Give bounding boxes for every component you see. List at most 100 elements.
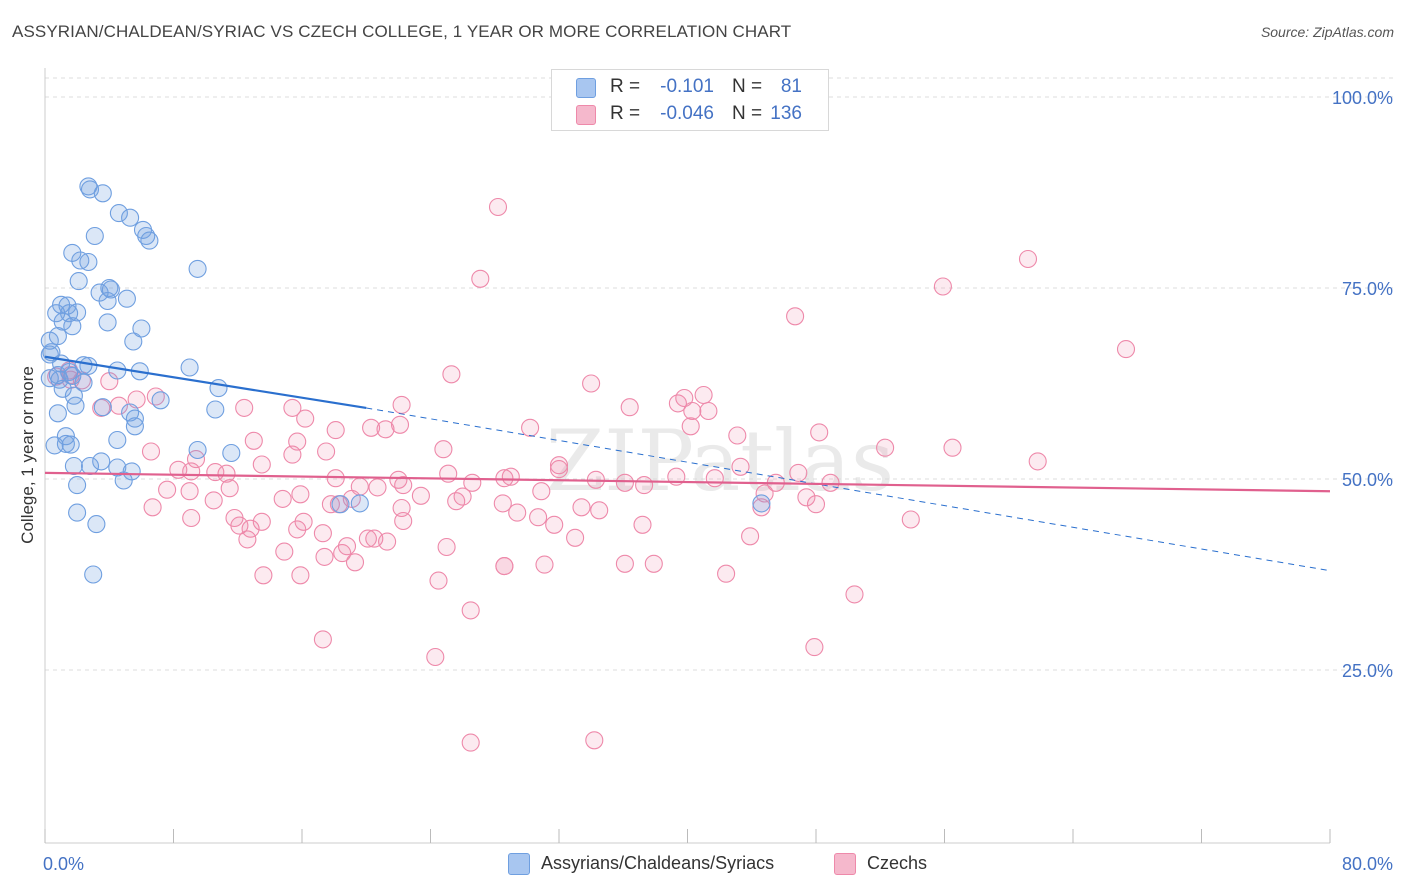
assyrians-point	[63, 317, 82, 336]
assyrians-point	[53, 379, 72, 398]
legend-swatch-assyrians	[508, 853, 530, 875]
assyrians-point	[45, 436, 64, 455]
czechs-point	[317, 442, 336, 461]
czechs-point	[699, 401, 718, 421]
czechs-point	[362, 418, 381, 437]
assyrians-point	[206, 400, 225, 419]
czechs-point	[633, 515, 652, 534]
czechs-point	[901, 510, 920, 529]
czechs-point	[933, 277, 952, 296]
czechs-point	[644, 554, 663, 573]
czechs-point	[1028, 452, 1047, 471]
assyrians-point	[56, 434, 75, 453]
assyrians-point	[98, 291, 117, 311]
assyrians-point	[188, 259, 207, 278]
assyrians-point	[79, 356, 98, 375]
czechs-point	[545, 515, 564, 534]
czechs-point	[453, 487, 472, 506]
assyrians-point	[74, 373, 93, 392]
czechs-point	[376, 420, 395, 439]
grid-layer	[45, 77, 1395, 671]
assyrians-point	[151, 391, 170, 410]
source-label: Source: ZipAtlas.com	[1260, 24, 1394, 40]
assyrians-point	[87, 515, 106, 534]
assyrians-point	[40, 369, 59, 388]
czechs-point	[549, 460, 569, 479]
czechs-point	[333, 544, 352, 563]
czechs-point	[789, 463, 808, 482]
czechs-point	[143, 498, 162, 517]
czechs-point	[694, 385, 713, 405]
assyrians-point	[71, 251, 90, 270]
czechs-point	[495, 557, 514, 576]
czechs-point	[204, 491, 223, 510]
assyrians-trend-line	[44, 355, 367, 410]
czechs-point	[291, 485, 310, 504]
czechs-point	[1116, 340, 1136, 359]
r-label: R =	[610, 103, 641, 124]
czechs-point	[394, 511, 413, 531]
czechs-point	[283, 445, 302, 464]
assyrians-point	[48, 404, 67, 423]
czechs-point	[429, 571, 448, 590]
czechs-point	[182, 508, 201, 528]
assyrians-point	[180, 358, 199, 377]
czechs-point	[549, 456, 569, 475]
y-tick-label: 25.0%	[1342, 661, 1393, 681]
assyrians-point	[137, 226, 156, 246]
czechs-point	[390, 415, 410, 434]
czechs-point	[529, 508, 548, 527]
czechs-point	[394, 476, 413, 495]
assyrians-point	[350, 494, 369, 513]
assyrians-point	[68, 476, 87, 495]
czechs-point	[806, 495, 826, 514]
assyrians-point	[108, 361, 127, 380]
czechs-point	[296, 409, 315, 428]
assyrians-point	[117, 289, 136, 308]
r-value: -0.101	[660, 76, 714, 97]
czechs-point	[810, 423, 829, 442]
czechs-point	[731, 457, 750, 476]
assyrians-point	[752, 494, 771, 513]
czechs-series	[47, 197, 1136, 752]
czechs-point	[471, 269, 490, 288]
czechs-point	[180, 482, 199, 501]
czechs-point	[876, 438, 895, 457]
assyrians-point	[85, 226, 104, 246]
czechs-point	[521, 418, 540, 437]
assyrians-point	[80, 456, 100, 476]
axis-layer	[44, 68, 1331, 844]
czechs-point	[675, 388, 694, 408]
assyrians-point	[124, 332, 143, 351]
czechs-point	[313, 630, 332, 649]
y-tick-labels: 25.0% 50.0% 75.0% 100.0%	[1332, 88, 1393, 681]
czechs-point	[241, 519, 260, 538]
czechs-point	[313, 524, 332, 543]
assyrians-point	[132, 319, 151, 338]
czechs-point	[158, 480, 177, 499]
x-tick-label: 80.0%	[1342, 854, 1393, 874]
y-tick-label: 100.0%	[1332, 88, 1393, 108]
czechs-point	[752, 498, 771, 517]
assyrians-point	[61, 435, 80, 454]
assyrians-trend-extension	[366, 407, 1331, 572]
assyrians-swatch	[576, 78, 596, 98]
czechs-point	[230, 516, 249, 535]
n-value: 136	[770, 103, 802, 124]
n-label: N =	[732, 103, 763, 124]
legend: Assyrians/Chaldeans/Syriacs Czechs	[0, 851, 1406, 877]
czechs-point	[141, 442, 161, 461]
czechs-point	[821, 473, 840, 492]
czechs-point	[705, 469, 724, 488]
assyrians-point	[125, 417, 144, 436]
n-value: 81	[780, 76, 802, 97]
czechs-point	[681, 417, 700, 436]
czechs-swatch	[576, 105, 596, 125]
czechs-point	[365, 529, 384, 548]
assyrians-point	[79, 177, 98, 196]
czechs-point	[345, 553, 365, 572]
czechs-trend-line	[44, 471, 1331, 493]
czechs-point	[244, 431, 263, 450]
czechs-point	[238, 530, 257, 549]
